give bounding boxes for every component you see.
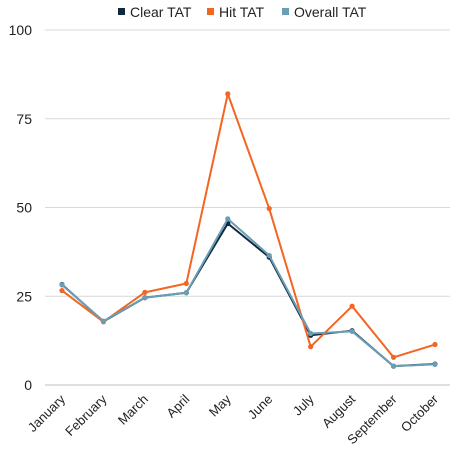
gridlines [45,29,450,386]
x-tick-label: June [245,392,276,423]
data-point [142,295,148,301]
legend-item: Clear TAT [118,4,192,20]
x-tick-label: August [319,391,358,430]
series-overall-tat [59,216,438,369]
data-point [59,287,65,294]
series-line [61,92,436,359]
data-point [349,328,355,334]
x-tick-label: February [62,391,110,439]
data-point [349,303,355,309]
y-tick-label: 75 [16,111,32,127]
series-clear-tat [59,220,438,369]
data-point [308,330,314,337]
data-point [225,216,231,222]
x-tick-label: October [398,391,442,435]
data-point [225,91,231,97]
y-axis-ticks: 0 25 50 75 100 [9,22,33,393]
legend-swatch [282,8,289,15]
data-point [142,289,148,295]
legend-swatch [118,8,125,15]
x-tick-label: March [115,392,151,428]
legend-label: Hit TAT [219,4,265,20]
legend-item: Overall TAT [282,4,367,20]
data-point [432,361,438,368]
data-point [432,341,438,348]
x-tick-label: April [163,391,192,420]
legend-label: Overall TAT [294,4,367,20]
series-lines [59,91,438,369]
data-point [390,354,397,360]
x-tick-label: July [290,391,317,418]
y-tick-label: 0 [24,377,32,393]
data-point [59,282,65,288]
legend-label: Clear TAT [130,4,192,20]
series-line [61,222,436,368]
legend: Clear TAT Hit TAT Overall TAT [118,4,367,20]
data-point [183,280,189,287]
x-tick-label: May [206,391,234,419]
y-tick-label: 25 [16,288,32,304]
y-tick-label: 50 [16,200,32,216]
data-point [308,344,314,350]
data-point [100,318,107,324]
data-point [390,363,397,369]
data-point [266,252,272,259]
data-point [266,205,272,212]
legend-swatch [207,8,214,15]
data-point [183,290,189,296]
y-tick-label: 100 [9,22,33,38]
series-line [61,217,436,368]
series-hit-tat [59,91,438,360]
legend-item: Hit TAT [207,4,265,20]
